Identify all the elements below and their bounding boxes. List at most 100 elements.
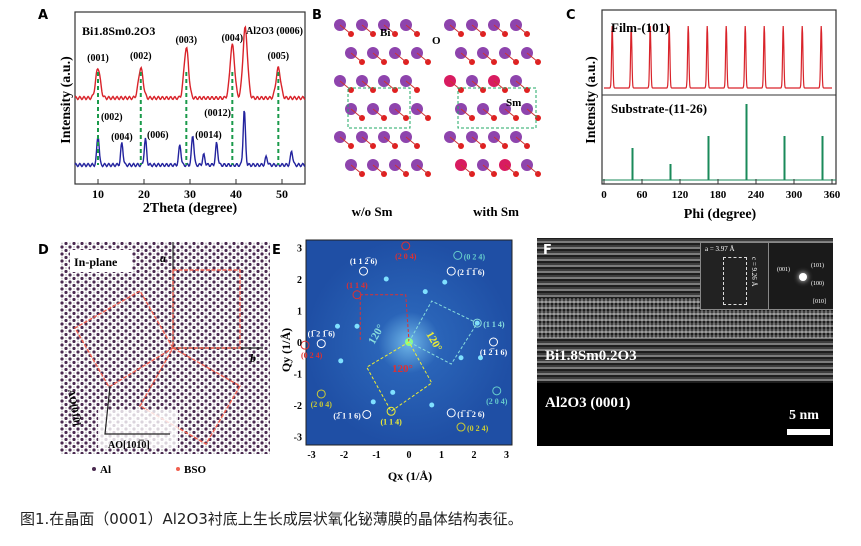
panel-label-c: C <box>566 8 576 23</box>
reflection-label: (1 1 4) <box>483 320 505 329</box>
reflection-marker <box>446 266 456 276</box>
x-tick-label: 40 <box>230 187 242 201</box>
reflection-marker <box>472 318 482 328</box>
legend-al: Al <box>100 464 111 476</box>
bond <box>460 52 473 63</box>
bond <box>350 52 363 63</box>
chart-title: Bi1.8Sm0.2O3 <box>82 24 155 38</box>
x-tick-label: 120 <box>672 189 689 201</box>
yellow-reciprocal-cell <box>366 341 433 413</box>
film-peak-label: (005) <box>267 51 289 62</box>
reflection-label: (1 1 2̅ 6) <box>350 257 378 266</box>
bond <box>394 52 407 63</box>
reference-peak-label: (0012) <box>204 108 231 119</box>
diffraction-spot <box>383 276 389 282</box>
figure-caption: 图1.在晶面（0001）Al2O3衬底上生长成层状氧化铋薄膜的晶体结构表征。 <box>20 510 523 528</box>
diffraction-spot <box>370 399 376 405</box>
bond <box>405 80 418 91</box>
reference-peak-label: (0014) <box>195 130 222 141</box>
fft-101-label: (101) <box>811 263 824 269</box>
bond <box>460 164 473 175</box>
reflection-marker <box>300 340 310 350</box>
x-tick-label: 10 <box>92 187 104 201</box>
film-peak-label: (002) <box>130 51 152 62</box>
bond <box>460 108 473 119</box>
x-tick-label: 240 <box>748 189 765 201</box>
y-axis-label: Intensity (a.u.) <box>59 56 74 144</box>
y-axis-label: Qy (1/Å) <box>280 328 293 372</box>
x-tick-label: 0 <box>407 450 412 461</box>
angle-label-red: 120° <box>392 363 413 375</box>
bond <box>471 24 484 35</box>
bond <box>526 52 539 63</box>
bond <box>482 108 495 119</box>
in-plane-label: In-plane <box>74 255 118 269</box>
reflection-marker <box>386 406 396 416</box>
reflection-label: (0 2 4) <box>467 424 489 433</box>
reflection-marker <box>401 241 411 251</box>
bso-unit-cells <box>74 269 241 445</box>
bond <box>449 24 462 35</box>
reflection-label: (1 2̅ 1 6) <box>480 348 508 357</box>
reflection-label: (0 2 4) <box>464 252 486 261</box>
bond <box>493 136 506 147</box>
x-tick-label: -2 <box>340 450 348 461</box>
reflection-label: (2 0 4) <box>311 400 333 409</box>
reflection-marker <box>316 339 326 349</box>
reflection-marker <box>359 266 368 276</box>
bond <box>361 136 374 147</box>
bond <box>361 80 374 91</box>
bond <box>504 52 517 63</box>
bi-label: Bi <box>380 27 390 39</box>
reference-peak-label: (004) <box>111 132 133 143</box>
stem-image: a = 3.97 Å c = 9.26 Å (001) (101) (100) … <box>537 238 833 446</box>
reflection-label: (1 1 4) <box>346 281 368 290</box>
x-axis-label: Qx (1/Å) <box>388 469 432 483</box>
x-tick-label: 180 <box>710 189 727 201</box>
scale-bar-label: 5 nm <box>789 408 819 423</box>
reflection-label: (2 1̅ 1̅ 6) <box>457 268 485 277</box>
x-tick-label: -3 <box>307 450 315 461</box>
bond <box>493 24 506 35</box>
o-label: O <box>432 35 441 47</box>
reflection-marker <box>446 408 456 418</box>
y-tick-label: 2 <box>297 275 302 286</box>
reflection-marker <box>316 389 326 399</box>
bond <box>515 24 528 35</box>
y-tick-label: -1 <box>294 370 302 381</box>
y-tick-label: 0 <box>297 338 302 349</box>
inset-atomic-image: a = 3.97 Å c = 9.26 Å <box>700 242 769 310</box>
bond <box>504 164 517 175</box>
bond <box>416 164 429 175</box>
legend-substrate: Substrate-(11-26) <box>611 101 707 116</box>
panel-label-f: F <box>543 243 552 258</box>
bond <box>416 52 429 63</box>
inset-fft: (001) (101) (100) [010] <box>768 242 833 310</box>
film-label: Bi1.8Sm0.2O3 <box>545 348 637 364</box>
bond <box>372 52 385 63</box>
diffraction-spot <box>422 289 428 295</box>
film-peak-label: (001) <box>87 53 109 64</box>
x-tick-label: 1 <box>439 450 444 461</box>
bond <box>394 108 407 119</box>
film-peak-label: (004) <box>221 33 243 44</box>
reference-series-line <box>74 110 306 168</box>
reflection-label: (1 1 4) <box>380 417 402 426</box>
legend-film: Film-(101) <box>611 20 669 35</box>
film-series-line <box>74 25 306 101</box>
bond <box>372 108 385 119</box>
bond <box>504 108 517 119</box>
lattice-a-label: a = 3.97 Å <box>705 245 735 253</box>
fft-010-label: [010] <box>813 299 826 305</box>
diffraction-spot <box>338 358 344 364</box>
bond <box>416 108 429 119</box>
in-plane-lattice-diagram: In-plane a b AO[101̅0] AO[01̅0] Al BSO <box>60 242 270 476</box>
reflection-label: (2 0 4) <box>395 252 417 261</box>
diffraction-spot <box>458 355 464 361</box>
bond <box>449 136 462 147</box>
reflection-marker <box>453 250 463 260</box>
bond <box>471 80 484 91</box>
lattice-c-label: c = 9.26 Å <box>750 257 758 287</box>
panel-label-d: D <box>38 243 49 258</box>
bond <box>515 136 528 147</box>
